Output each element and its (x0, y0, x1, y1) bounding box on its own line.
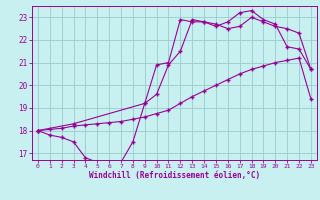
X-axis label: Windchill (Refroidissement éolien,°C): Windchill (Refroidissement éolien,°C) (89, 171, 260, 180)
